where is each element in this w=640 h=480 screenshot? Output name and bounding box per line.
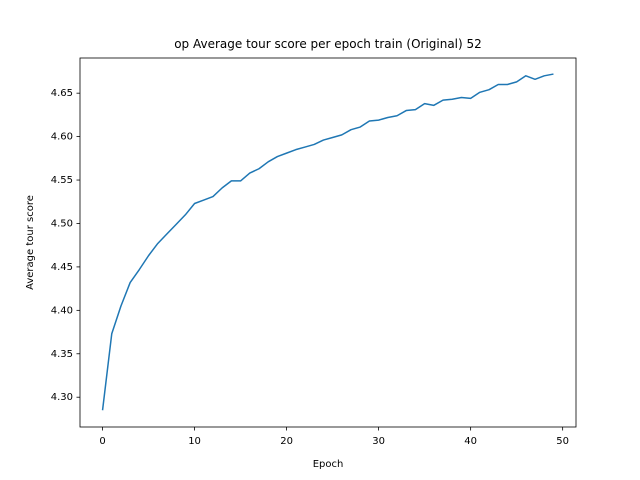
- y-tick-label: 4.60: [51, 132, 73, 143]
- x-tick-label: 40: [464, 436, 477, 447]
- x-tick-label: 0: [99, 436, 105, 447]
- series-line: [101, 73, 554, 411]
- y-tick-label: 4.40: [51, 305, 73, 316]
- y-axis-label: Average tour score: [25, 195, 36, 290]
- y-tick-label: 4.45: [51, 262, 73, 273]
- plot-area-frame: [79, 57, 577, 428]
- x-axis-label: Epoch: [313, 459, 344, 470]
- x-tick-label: 20: [280, 436, 293, 447]
- x-axis-ticks: 0 10 20 30 40 50: [99, 427, 569, 447]
- y-tick-label: 4.35: [51, 349, 73, 360]
- x-tick-label: 30: [372, 436, 385, 447]
- y-tick-label: 4.65: [51, 88, 73, 99]
- y-tick-label: 4.30: [51, 392, 73, 403]
- x-tick-label: 50: [556, 436, 569, 447]
- y-tick-label: 4.50: [51, 218, 73, 229]
- y-tick-label: 4.55: [51, 175, 73, 186]
- x-tick-label: 10: [188, 436, 201, 447]
- y-axis-ticks: 4.30 4.35 4.40 4.45 4.50 4.55 4.60 4.65: [51, 88, 80, 403]
- chart-title: op Average tour score per epoch train (O…: [174, 37, 482, 51]
